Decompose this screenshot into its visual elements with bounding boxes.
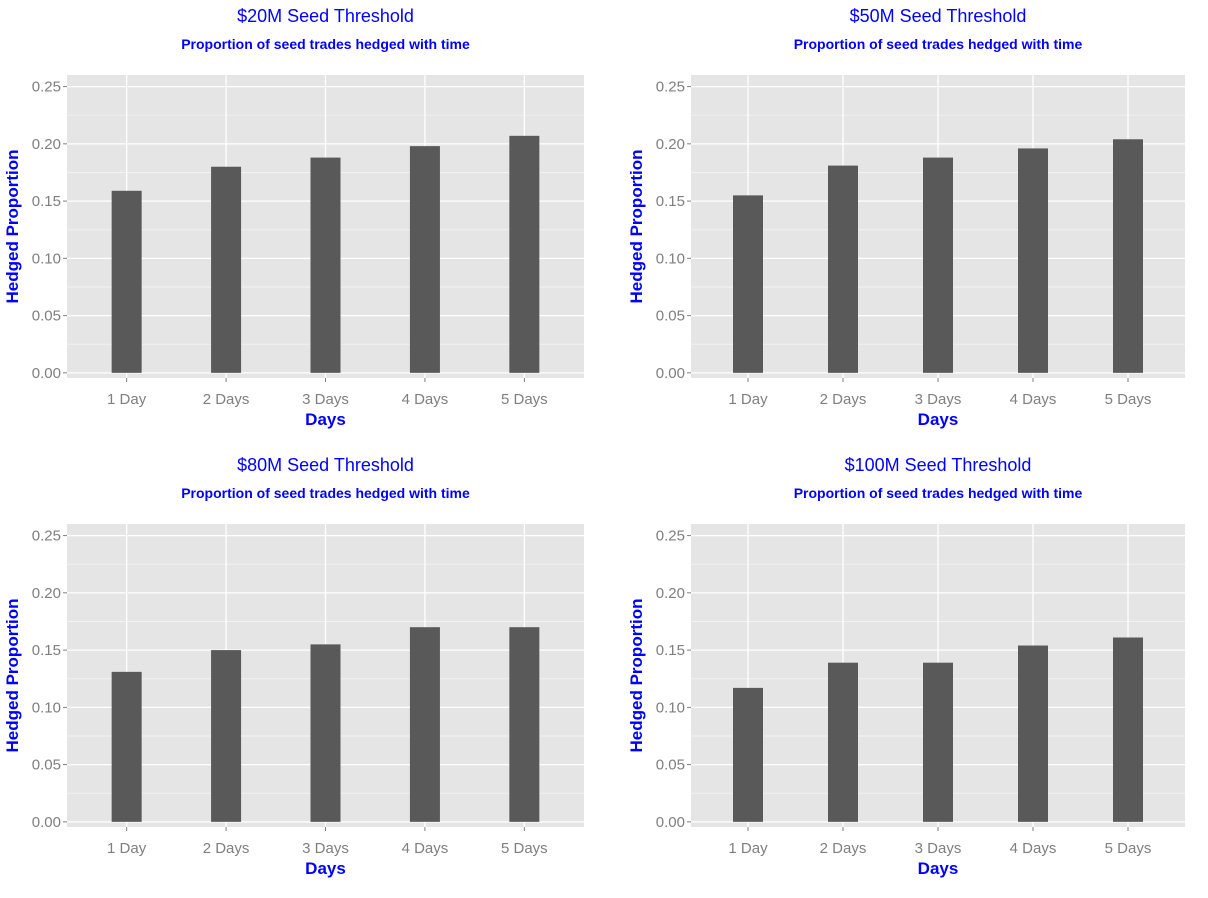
- chart-svg-100m: 0.00 0.05 0.10 0.15 0.20 0.25 1 Day 2 Days 3 Day…: [627, 455, 1185, 878]
- x-tick-label: 4 Days: [402, 840, 449, 857]
- bar: [923, 662, 953, 822]
- bar: [1018, 645, 1048, 822]
- x-tick-label: 3 Days: [302, 391, 349, 408]
- x-tick-label: 2 Days: [203, 391, 250, 408]
- bar: [733, 687, 763, 822]
- x-tick-label: 1 Day: [728, 391, 768, 408]
- x-tick-label: 5 Days: [501, 391, 548, 408]
- x-tick-label: 4 Days: [1010, 391, 1057, 408]
- y-tick-label: 0.25: [656, 528, 685, 545]
- y-tick-label: 0.05: [656, 308, 685, 325]
- bar: [211, 650, 242, 822]
- chart-subtitle: Proportion of seed trades hedged with ti…: [181, 36, 470, 52]
- chart-panel-20m: 0.00 0.05 0.10 0.15 0.20 0.25 1 Day 2 Days 3 Day…: [0, 0, 604, 449]
- y-tick-label: 0.05: [656, 757, 685, 774]
- y-tick-label: 0.00: [32, 365, 61, 382]
- y-axis-title: Hedged Proportion: [3, 599, 22, 753]
- y-tick-label: 0.00: [656, 365, 685, 382]
- bar: [1113, 637, 1143, 822]
- x-tick-label: 4 Days: [1010, 840, 1057, 857]
- chart-title: $50M Seed Threshold: [850, 6, 1027, 26]
- y-tick-label: 0.20: [656, 136, 685, 153]
- chart-subtitle: Proportion of seed trades hedged with ti…: [181, 485, 470, 501]
- bar: [211, 166, 242, 373]
- x-tick-label: 1 Day: [728, 840, 768, 857]
- y-tick-label: 0.10: [656, 250, 685, 267]
- chart-svg-80m: 0.00 0.05 0.10 0.15 0.20 0.25 1 Day 2 Days 3 Day…: [3, 455, 584, 878]
- chart-subtitle: Proportion of seed trades hedged with ti…: [794, 485, 1083, 501]
- x-tick-label: 3 Days: [915, 391, 962, 408]
- y-tick-label: 0.20: [32, 585, 61, 602]
- y-axis-title: Hedged Proportion: [627, 599, 646, 753]
- y-tick-label: 0.20: [32, 136, 61, 153]
- chart-panel-80m: 0.00 0.05 0.10 0.15 0.20 0.25 1 Day 2 Days 3 Day…: [0, 449, 604, 898]
- x-axis-title: Days: [305, 859, 346, 878]
- bar: [828, 165, 858, 373]
- y-axis-title: Hedged Proportion: [3, 150, 22, 304]
- bar: [111, 190, 142, 373]
- x-tick-label: 5 Days: [501, 840, 548, 857]
- x-tick-label: 3 Days: [915, 840, 962, 857]
- x-tick-label: 5 Days: [1105, 391, 1152, 408]
- y-axis-title: Hedged Proportion: [627, 150, 646, 304]
- x-axis-title: Days: [918, 859, 959, 878]
- bar: [409, 627, 440, 822]
- bar: [828, 662, 858, 822]
- x-tick-label: 5 Days: [1105, 840, 1152, 857]
- bar: [509, 135, 540, 373]
- x-axis-title: Days: [918, 410, 959, 429]
- chart-subtitle: Proportion of seed trades hedged with ti…: [794, 36, 1083, 52]
- y-tick-label: 0.15: [32, 642, 61, 659]
- bar: [310, 157, 341, 373]
- bar: [923, 157, 953, 373]
- chart-panel-100m: 0.00 0.05 0.10 0.15 0.20 0.25 1 Day 2 Days 3 Day…: [624, 449, 1208, 898]
- bar: [1018, 148, 1048, 373]
- y-tick-label: 0.10: [32, 699, 61, 716]
- chart-title: $20M Seed Threshold: [237, 6, 414, 26]
- x-tick-label: 2 Days: [820, 840, 867, 857]
- chart-title: $80M Seed Threshold: [237, 455, 414, 475]
- x-tick-label: 4 Days: [402, 391, 449, 408]
- y-tick-label: 0.15: [656, 193, 685, 210]
- chart-svg-50m: 0.00 0.05 0.10 0.15 0.20 0.25 1 Day 2 Days 3 Day…: [627, 6, 1185, 429]
- y-tick-label: 0.25: [656, 79, 685, 96]
- bar: [733, 195, 763, 373]
- bar: [310, 644, 341, 822]
- x-tick-label: 2 Days: [820, 391, 867, 408]
- bar: [409, 146, 440, 373]
- y-tick-label: 0.10: [656, 699, 685, 716]
- y-tick-label: 0.20: [656, 585, 685, 602]
- x-tick-label: 3 Days: [302, 840, 349, 857]
- y-tick-label: 0.00: [656, 814, 685, 831]
- chart-panel-50m: 0.00 0.05 0.10 0.15 0.20 0.25 1 Day 2 Days 3 Day…: [624, 0, 1208, 449]
- chart-title: $100M Seed Threshold: [845, 455, 1032, 475]
- y-tick-label: 0.15: [656, 642, 685, 659]
- chart-svg-20m: 0.00 0.05 0.10 0.15 0.20 0.25 1 Day 2 Days 3 Day…: [3, 6, 584, 429]
- x-tick-label: 2 Days: [203, 840, 250, 857]
- x-axis-title: Days: [305, 410, 346, 429]
- y-tick-label: 0.05: [32, 757, 61, 774]
- x-tick-label: 1 Day: [107, 391, 147, 408]
- bar: [1113, 139, 1143, 373]
- y-tick-label: 0.00: [32, 814, 61, 831]
- bar: [111, 671, 142, 822]
- y-tick-label: 0.25: [32, 528, 61, 545]
- x-tick-label: 1 Day: [107, 840, 147, 857]
- y-tick-label: 0.10: [32, 250, 61, 267]
- y-tick-label: 0.25: [32, 79, 61, 96]
- y-tick-label: 0.15: [32, 193, 61, 210]
- bar: [509, 627, 540, 822]
- y-tick-label: 0.05: [32, 308, 61, 325]
